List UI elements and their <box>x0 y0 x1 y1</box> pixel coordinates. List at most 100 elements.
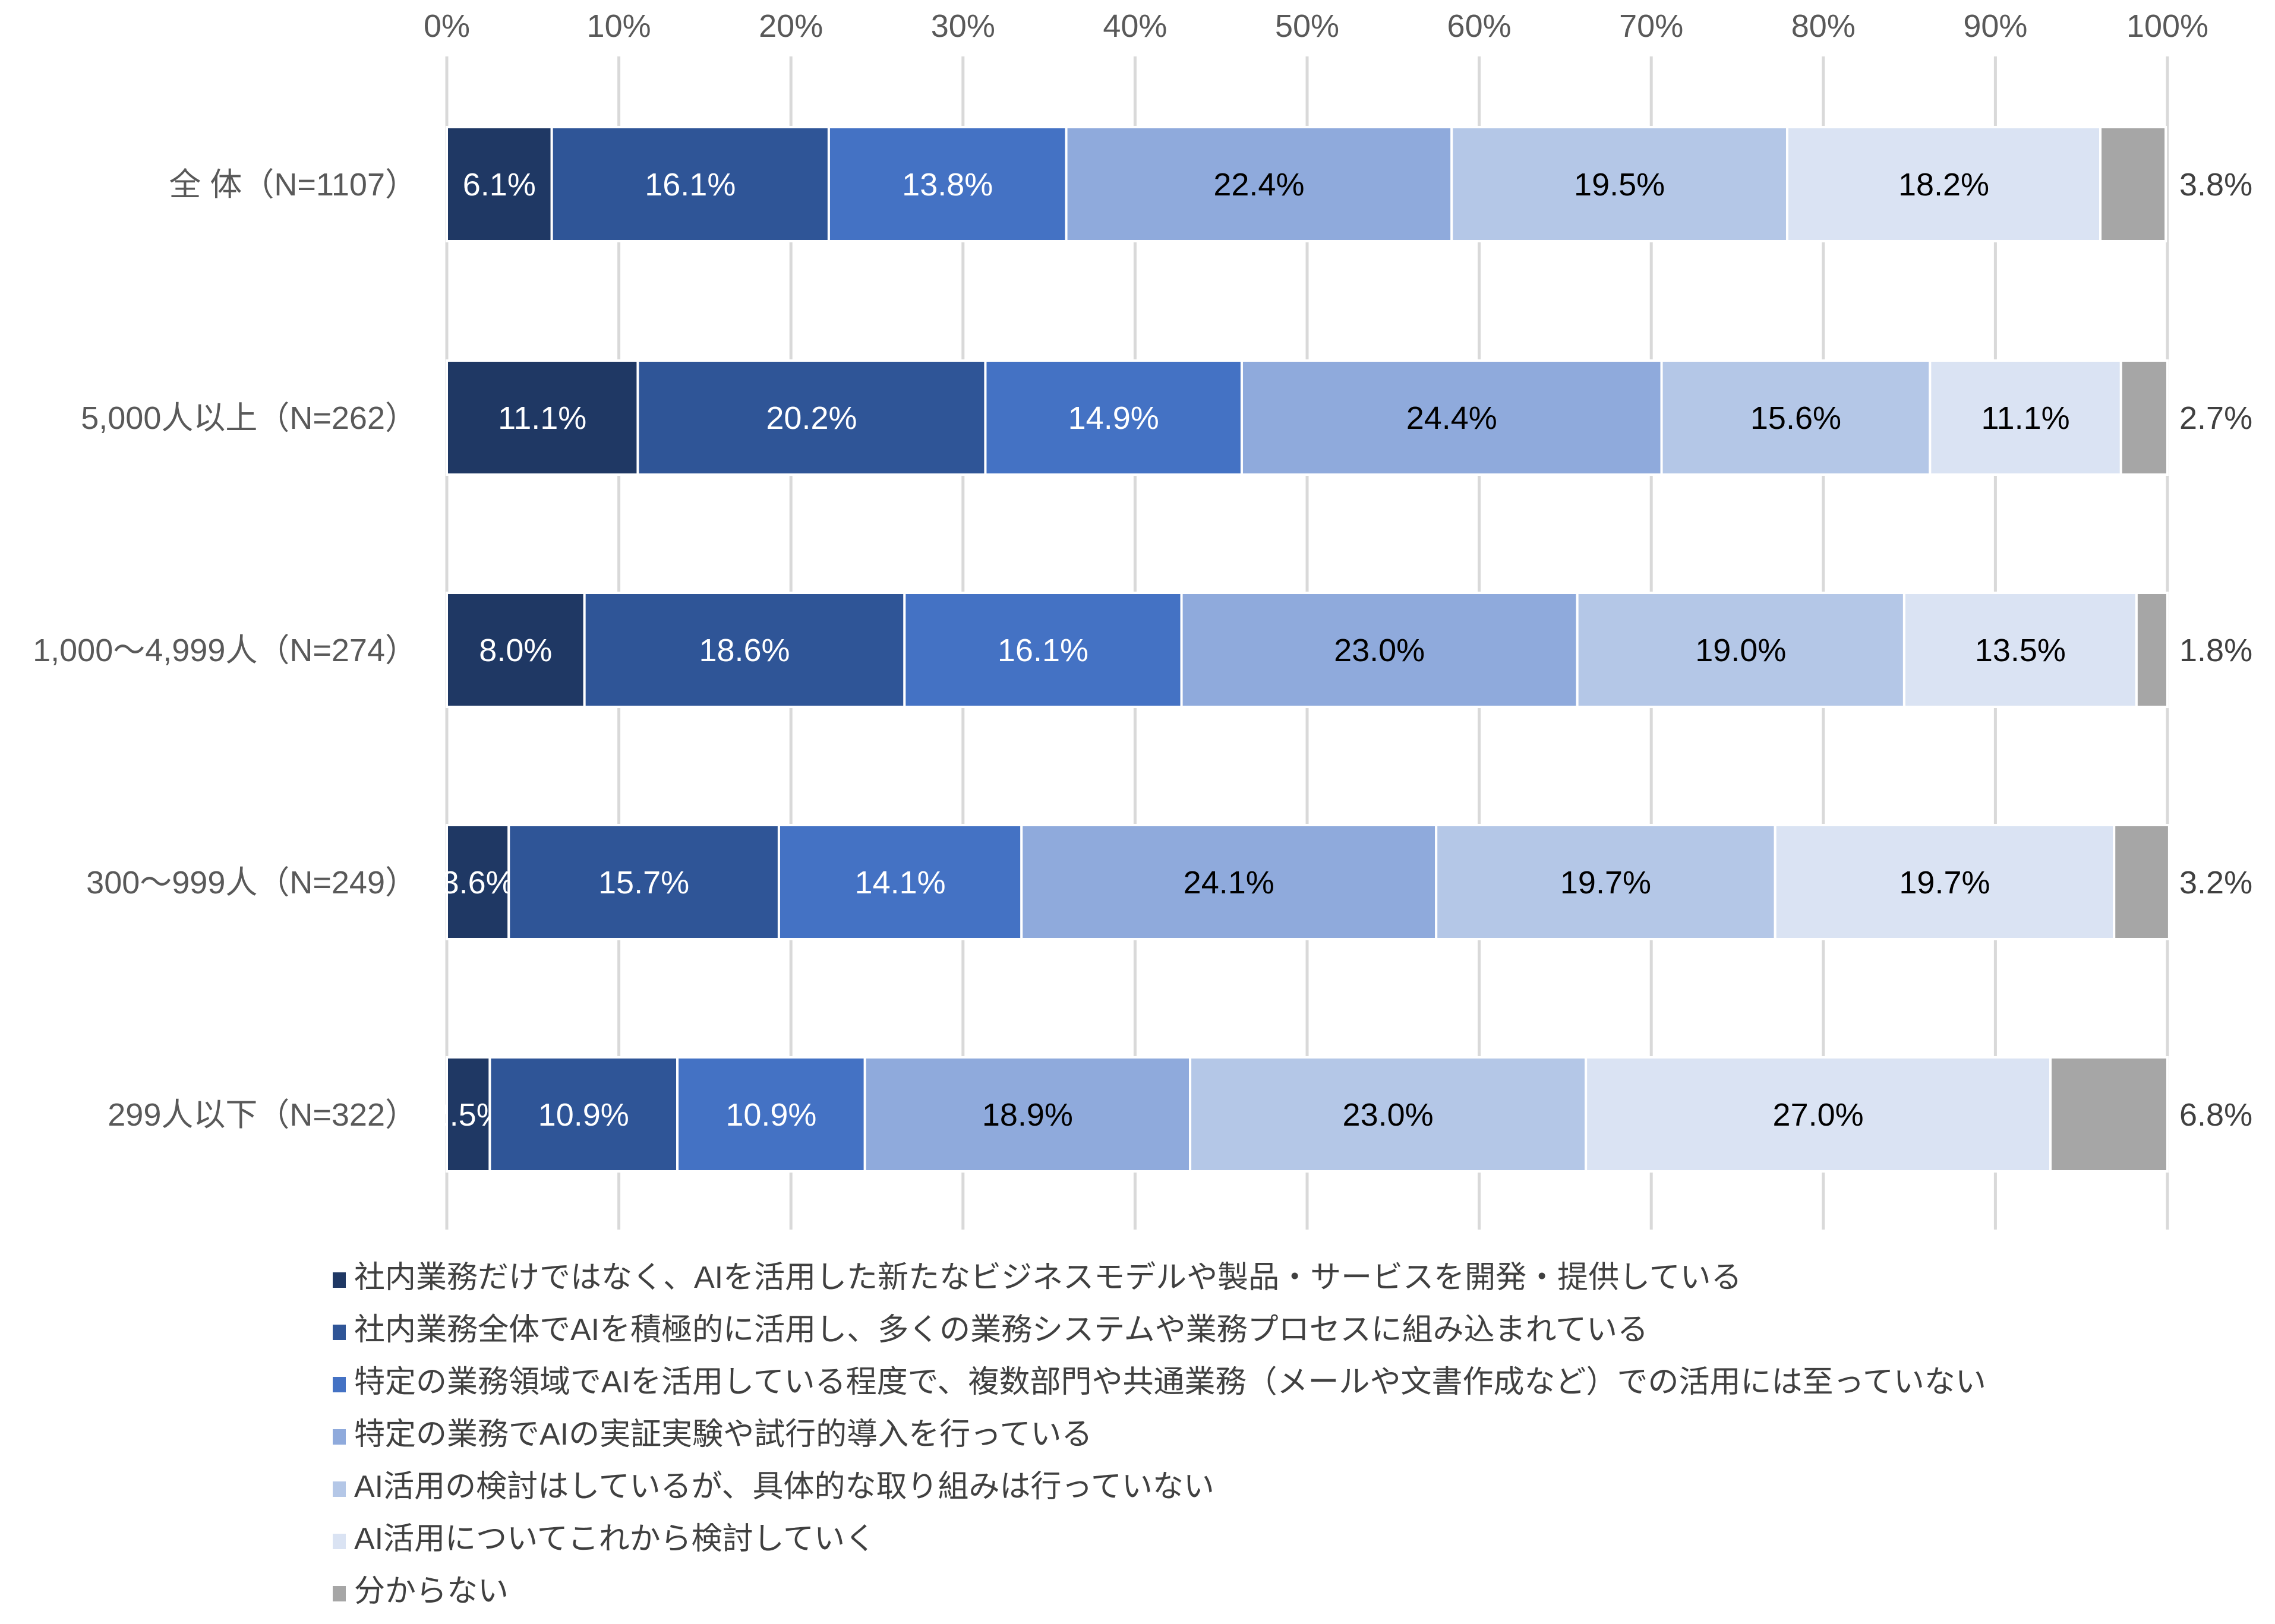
bar-segment <box>1902 592 2138 708</box>
data-label: 18.2% <box>1898 167 1989 203</box>
data-label: 27.0% <box>1773 1097 1864 1133</box>
category-label: 全 体（N=1107） <box>169 167 417 203</box>
data-label: 16.1% <box>998 633 1088 668</box>
bar-segment <box>550 126 830 242</box>
legend-label: 特定の業務でAIの実証実験や試行的導入を行っている <box>354 1417 1093 1452</box>
legend-label: 特定の業務領域でAIを活用している程度で、複数部門や共通業務（メールや文書作成な… <box>354 1365 1986 1399</box>
data-label: 24.1% <box>1184 865 1274 901</box>
bar-segment <box>446 824 510 940</box>
bar-segment <box>2113 824 2170 940</box>
x-tick-label: 80% <box>1791 8 1856 44</box>
data-label: 3.8% <box>2179 167 2252 203</box>
legend-swatch <box>333 1325 346 1340</box>
x-tick-label: 30% <box>931 8 995 44</box>
data-label: 23.0% <box>1334 633 1425 668</box>
bar-segment <box>1020 824 1438 940</box>
x-tick-label: 40% <box>1103 8 1167 44</box>
category-label: 300～999人（N=249） <box>86 865 417 901</box>
bar-segment <box>1435 824 1777 940</box>
category-label: 5,000人以上（N=262） <box>81 400 417 436</box>
category-labels: 全 体（N=1107） 5,000人以上（N=262） 1,000～4,999人（N… <box>33 167 417 1133</box>
bar-segment <box>1450 126 1788 242</box>
bar-segment <box>903 592 1183 708</box>
bar-segment <box>2099 126 2167 242</box>
bar-segment <box>2135 592 2169 708</box>
bar-segment <box>1774 824 2116 940</box>
data-label: 13.8% <box>902 167 993 203</box>
data-label: 6.1% <box>463 167 536 203</box>
data-label: 3.2% <box>2179 865 2252 901</box>
data-label: 22.4% <box>1213 167 1304 203</box>
bar-segment <box>583 592 906 708</box>
bar-segment <box>1240 359 1663 476</box>
data-label: 8.0% <box>479 633 552 668</box>
legend-label: 分からない <box>354 1574 509 1609</box>
legend-label: AI活用の検討はしているが、具体的な取り組みは行っていない <box>354 1470 1214 1504</box>
data-label: 20.2% <box>766 400 857 436</box>
x-tick-label: 20% <box>759 8 823 44</box>
data-label: 19.5% <box>1574 167 1665 203</box>
data-label: 14.1% <box>855 865 946 901</box>
bar-segment <box>1929 359 2122 476</box>
data-label: 15.6% <box>1750 400 1841 436</box>
bar-segment <box>2119 359 2169 476</box>
bar-segment <box>863 1056 1192 1173</box>
data-label: 19.0% <box>1695 633 1786 668</box>
data-label: 10.9% <box>725 1097 816 1133</box>
category-label: 1,000～4,999人（N=274） <box>33 633 417 668</box>
bar-segment <box>2049 1056 2169 1173</box>
data-label: 10.9% <box>538 1097 629 1133</box>
bar-segment <box>1189 1056 1588 1173</box>
bar-segment <box>488 1056 679 1173</box>
data-label: 13.5% <box>1975 633 2066 668</box>
data-label: 1.8% <box>2179 633 2252 668</box>
bar-segment <box>777 824 1023 940</box>
bar-segment <box>676 1056 866 1173</box>
legend: 社内業務だけではなく、AIを活用した新たなビジネスモデルや製品・サービスを開発・… <box>333 1260 1986 1609</box>
data-label: 23.0% <box>1343 1097 1434 1133</box>
data-label: 18.9% <box>982 1097 1073 1133</box>
bar-segment <box>446 126 553 242</box>
data-label: 6.8% <box>2179 1097 2252 1133</box>
x-tick-label: 0% <box>424 8 470 44</box>
legend-label: AI活用についてこれから検討していく <box>354 1522 876 1556</box>
bar-segment <box>446 592 586 708</box>
x-tick-label: 50% <box>1275 8 1339 44</box>
legend-swatch <box>333 1272 346 1288</box>
category-label: 299人以下（N=322） <box>108 1097 417 1133</box>
bar-segment <box>507 824 780 940</box>
x-tick-label: 90% <box>1963 8 2027 44</box>
data-label: 15.7% <box>598 865 689 901</box>
bar-segment <box>1785 126 2102 242</box>
data-label: 16.1% <box>645 167 736 203</box>
bar-segment <box>1660 359 1932 476</box>
bar-segment <box>1065 126 1453 242</box>
data-label: 11.1% <box>498 400 586 436</box>
data-label: 24.4% <box>1406 400 1497 436</box>
data-label: 11.1% <box>1981 400 2070 436</box>
x-tick-label: 100% <box>2126 8 2208 44</box>
legend-swatch <box>333 1429 346 1445</box>
legend-swatch <box>333 1586 346 1601</box>
legend-label: 社内業務だけではなく、AIを活用した新たなビジネスモデルや製品・サービスを開発・… <box>354 1260 1742 1295</box>
legend-swatch <box>333 1481 346 1497</box>
x-tick-labels: 0% 10% 20% 30% 40% 50% 60% 70% 80% 90% 100% <box>424 8 2208 44</box>
bars: 6.1% 16.1% 13.8% 22.4% 19.5% 18.2% 3.8% 11.1% 20… <box>432 126 2252 1173</box>
x-tick-label: 10% <box>587 8 651 44</box>
legend-swatch <box>333 1377 346 1392</box>
data-label: 2.7% <box>2179 400 2252 436</box>
bar-segment <box>1585 1056 2052 1173</box>
legend-swatch <box>333 1534 346 1549</box>
bar-segment <box>446 359 639 476</box>
data-label: 19.7% <box>1560 865 1651 901</box>
x-tick-label: 70% <box>1619 8 1683 44</box>
x-tick-label: 60% <box>1447 8 1512 44</box>
bar-segment <box>984 359 1243 476</box>
data-label: 19.7% <box>1899 865 1990 901</box>
data-label: 18.6% <box>699 633 790 668</box>
bar-segment <box>1576 592 1905 708</box>
data-label: 14.9% <box>1068 400 1159 436</box>
bar-segment <box>1180 592 1579 708</box>
legend-label: 社内業務全体でAIを積極的に活用し、多くの業務システムや業務プロセスに組み込まれ… <box>354 1313 1648 1347</box>
